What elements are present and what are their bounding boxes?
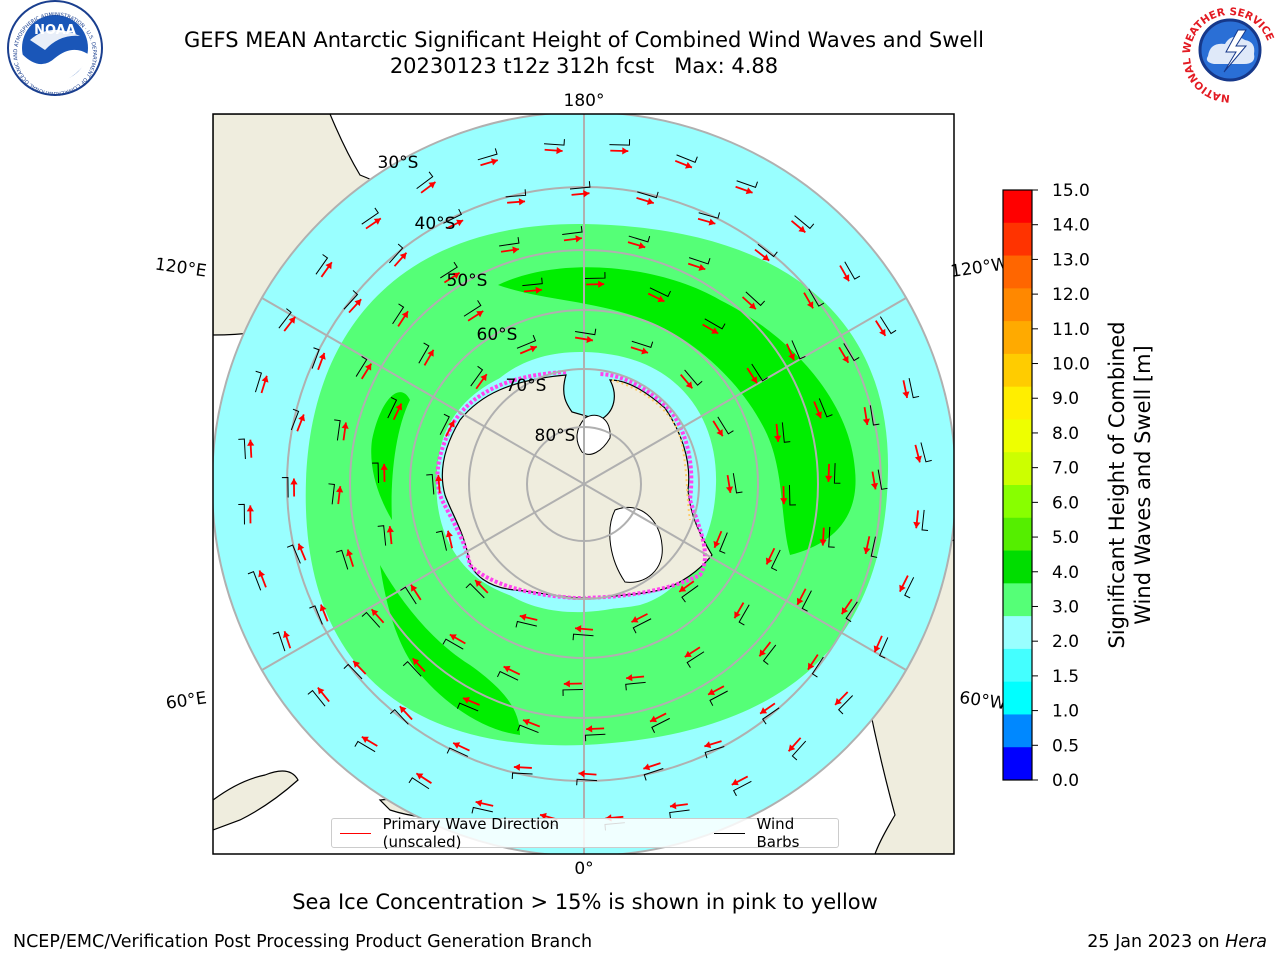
- lon-label-180: 180°: [564, 91, 605, 111]
- colorbar-segment: [1003, 583, 1032, 616]
- colorbar-segment: [1003, 354, 1032, 387]
- map-figure: NOAA NATIONAL OCEANIC AND ATMOSPHERIC AD…: [0, 0, 1280, 960]
- legend-item-barbs: Wind Barbs: [714, 815, 838, 851]
- footer-branch: NCEP/EMC/Verification Post Processing Pr…: [13, 932, 592, 952]
- colorbar-tick-label: 15.0: [1052, 181, 1090, 201]
- lon-label-60e: 60°E: [165, 688, 208, 713]
- legend-swatch-barbs: [714, 833, 745, 834]
- colorbar-label: Significant Height of Combined Wind Wave…: [1105, 321, 1155, 648]
- colorbar-tick-label: 7.0: [1052, 459, 1079, 479]
- colorbar-tick-label: 3.0: [1052, 597, 1079, 617]
- colorbar-segment: [1003, 551, 1032, 584]
- footer-date-text: 25 Jan 2023 on: [1087, 932, 1225, 952]
- legend-item-wave: Primary Wave Direction (unscaled): [340, 815, 631, 851]
- colorbar-tick-label: 6.0: [1052, 493, 1079, 513]
- sea-ice-note: Sea Ice Concentration > 15% is shown in …: [0, 890, 1170, 914]
- colorbar-segment: [1003, 419, 1032, 452]
- colorbar-segment: [1003, 190, 1032, 223]
- colorbar-label-line-1: Significant Height of Combined: [1105, 321, 1129, 648]
- nws-logo: NATIONAL WEATHER SERVICE: [1181, 4, 1276, 104]
- colorbar-segment: [1003, 288, 1032, 321]
- colorbar-label-line-2: Wind Waves and Swell [m]: [1131, 345, 1155, 625]
- noaa-logo-text: NOAA: [34, 23, 76, 38]
- lon-label-120e: 120°E: [154, 255, 208, 282]
- colorbar-tick-label: 14.0: [1052, 216, 1090, 236]
- legend-swatch-wave: [340, 833, 371, 834]
- colorbar-tick-label: 4.0: [1052, 563, 1079, 583]
- map-legend: Primary Wave Direction (unscaled) Wind B…: [331, 818, 839, 848]
- colorbar-tick-label: 2.0: [1052, 632, 1079, 652]
- lat-label-30s: 30°S: [378, 153, 419, 173]
- colorbar-segment: [1003, 387, 1032, 420]
- colorbar-tick-label: 0.5: [1052, 736, 1079, 756]
- lat-label-50s: 50°S: [447, 271, 488, 291]
- colorbar-segment: [1003, 223, 1032, 256]
- lat-label-40s: 40°S: [415, 214, 456, 234]
- lat-label-80s: 80°S: [535, 426, 576, 446]
- colorbar-segment: [1003, 518, 1032, 551]
- colorbar-segment: [1003, 452, 1032, 485]
- colorbar-segment: [1003, 714, 1032, 747]
- footer-machine: Hera: [1225, 932, 1267, 952]
- footer-date: 25 Jan 2023 on Hera: [1087, 932, 1267, 952]
- colorbar-tick-label: 5.0: [1052, 528, 1079, 548]
- colorbar-tick-label: 12.0: [1052, 285, 1090, 305]
- colorbar-tick-label: 13.0: [1052, 250, 1090, 270]
- legend-label-wave: Primary Wave Direction (unscaled): [383, 815, 632, 851]
- noaa-logo: NOAA NATIONAL OCEANIC AND ATMOSPHERIC AD…: [0, 0, 102, 96]
- lat-label-70s: 70°S: [506, 376, 547, 396]
- colorbar-segment: [1003, 321, 1032, 354]
- colorbar-tick-label: 8.0: [1052, 424, 1079, 444]
- colorbar-segment: [1003, 649, 1032, 682]
- colorbar-segment: [1003, 256, 1032, 289]
- colorbar-tick-label: 0.0: [1052, 771, 1079, 791]
- colorbar-tick-label: 1.0: [1052, 702, 1079, 722]
- colorbar-tick-label: 1.5: [1052, 667, 1079, 687]
- colorbar-segment: [1003, 682, 1032, 715]
- polar-map: [212, 112, 956, 856]
- lon-label-120w: 120°W: [949, 254, 1009, 282]
- colorbar-segment: [1003, 485, 1032, 518]
- colorbar-tick-label: 10.0: [1052, 355, 1090, 375]
- colorbar-tick-label: 11.0: [1052, 320, 1090, 340]
- legend-label-barbs: Wind Barbs: [757, 815, 838, 851]
- colorbar-segment: [1003, 747, 1032, 780]
- lon-label-0: 0°: [574, 859, 593, 879]
- colorbar-tick-label: 9.0: [1052, 389, 1079, 409]
- lon-label-60w: 60°W: [958, 688, 1007, 714]
- colorbar: 15.0 14.0 13.0 12.0 11.0 10.0 9.0 8.0 7.0 6.0 5.0 4…: [1003, 181, 1090, 791]
- colorbar-segment: [1003, 616, 1032, 649]
- lat-label-60s: 60°S: [477, 325, 518, 345]
